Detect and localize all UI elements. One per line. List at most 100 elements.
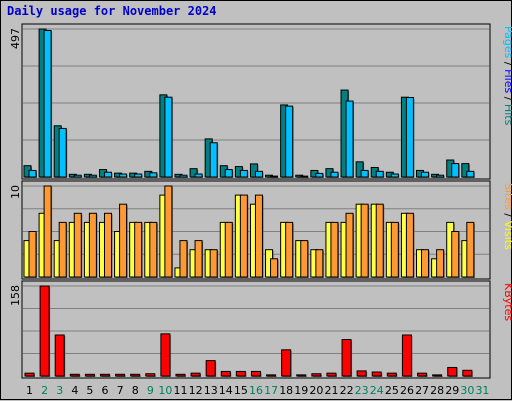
- bar-files: [194, 173, 203, 178]
- bar-kbytes: [311, 373, 322, 377]
- bar-sites: [436, 249, 445, 278]
- bar-files: [134, 173, 143, 178]
- plot-area: [21, 280, 491, 379]
- bar-kbytes: [145, 373, 156, 377]
- bar-files: [179, 174, 188, 178]
- bar-files: [164, 96, 173, 178]
- bar-kbytes: [250, 370, 261, 377]
- x-tick-label: 21: [324, 384, 338, 397]
- bar-sites: [270, 258, 279, 278]
- bar-kbytes: [205, 360, 216, 377]
- legend-part: /: [502, 58, 512, 69]
- bar-sites: [194, 240, 203, 278]
- bar-files: [451, 163, 460, 178]
- bar-kbytes: [462, 369, 473, 377]
- x-tick-label: 12: [189, 384, 203, 397]
- x-tick-label: 2: [41, 384, 48, 397]
- panel-3: 158 KBytes: [9, 280, 512, 379]
- bar-hits: [355, 161, 364, 178]
- bar-files: [405, 96, 414, 178]
- bar-sites: [330, 221, 339, 278]
- bar-sites: [285, 221, 294, 278]
- legend-part: /: [502, 93, 512, 104]
- x-tick-label: 25: [385, 384, 399, 397]
- bar-files: [390, 173, 399, 178]
- x-tick-label: 5: [86, 384, 93, 397]
- x-tick-label: 26: [400, 384, 414, 397]
- bar-kbytes: [296, 374, 307, 377]
- bar-sites: [375, 203, 384, 278]
- bar-files: [421, 171, 430, 178]
- bar-sites: [315, 249, 324, 278]
- x-tick-label: 23: [355, 384, 369, 397]
- x-tick-label: 29: [445, 384, 459, 397]
- bar-kbytes: [326, 372, 337, 377]
- bar-sites: [360, 203, 369, 278]
- bar-sites: [209, 249, 218, 278]
- x-tick-label: 10: [158, 384, 172, 397]
- x-tick-label: 22: [340, 384, 354, 397]
- bar-files: [58, 127, 67, 178]
- bar-files: [300, 175, 309, 178]
- x-tick-label: 6: [102, 384, 109, 397]
- bar-sites: [103, 212, 112, 278]
- x-tick-label: 28: [430, 384, 444, 397]
- bar-files: [466, 170, 475, 178]
- bar-kbytes: [54, 334, 65, 377]
- bar-kbytes: [235, 370, 246, 377]
- bar-files: [73, 174, 82, 178]
- panel-1: 497 Pages / Files / Hits: [9, 23, 512, 180]
- bar-kbytes: [69, 373, 80, 377]
- legend-label: KBytes: [502, 283, 512, 321]
- x-tick-label: 30: [460, 384, 474, 397]
- x-tick-label: 17: [264, 384, 278, 397]
- bar-kbytes: [401, 334, 412, 377]
- bar-files: [224, 169, 233, 178]
- bar-files: [345, 100, 354, 178]
- legend-part: KBytes: [502, 283, 512, 321]
- bar-hits: [249, 163, 258, 178]
- x-tick-label: 15: [234, 384, 248, 397]
- bar-files: [88, 174, 97, 178]
- bar-hits: [461, 163, 470, 178]
- bar-kbytes: [281, 349, 292, 377]
- bar-kbytes: [160, 333, 171, 377]
- bar-kbytes: [24, 372, 35, 377]
- legend-part: Visits: [502, 221, 512, 250]
- legend-label: Sites / Visits: [502, 183, 512, 250]
- bar-kbytes: [84, 373, 95, 377]
- bar-kbytes: [130, 373, 141, 377]
- bar-sites: [239, 194, 248, 278]
- bar-files: [239, 169, 248, 178]
- x-tick-label: 31: [475, 384, 489, 397]
- bar-files: [28, 169, 37, 178]
- bar-sites: [179, 240, 188, 278]
- x-tick-label: 16: [249, 384, 263, 397]
- bar-kbytes: [417, 372, 428, 377]
- bar-sites: [405, 212, 414, 278]
- bar-sites: [164, 185, 173, 278]
- y-max-label: 158: [9, 285, 22, 306]
- bar-sites: [43, 185, 52, 278]
- y-max-label: 10: [9, 185, 22, 199]
- x-tick-label: 8: [132, 384, 139, 397]
- bar-sites: [224, 221, 233, 278]
- bar-files: [209, 142, 218, 178]
- bar-kbytes: [266, 374, 277, 377]
- bar-kbytes: [115, 373, 126, 377]
- bar-hits: [189, 168, 198, 178]
- bar-files: [360, 169, 369, 178]
- bar-kbytes: [190, 372, 201, 377]
- bar-files: [103, 171, 112, 178]
- bar-sites: [421, 249, 430, 278]
- bar-kbytes: [447, 366, 458, 377]
- bar-files: [285, 105, 294, 178]
- y-max-label: 497: [9, 28, 22, 49]
- bar-kbytes: [386, 372, 397, 377]
- bar-files: [330, 171, 339, 178]
- chart-title: Daily usage for November 2024: [7, 4, 217, 18]
- x-tick-label: 7: [117, 384, 124, 397]
- bar-kbytes: [175, 373, 186, 377]
